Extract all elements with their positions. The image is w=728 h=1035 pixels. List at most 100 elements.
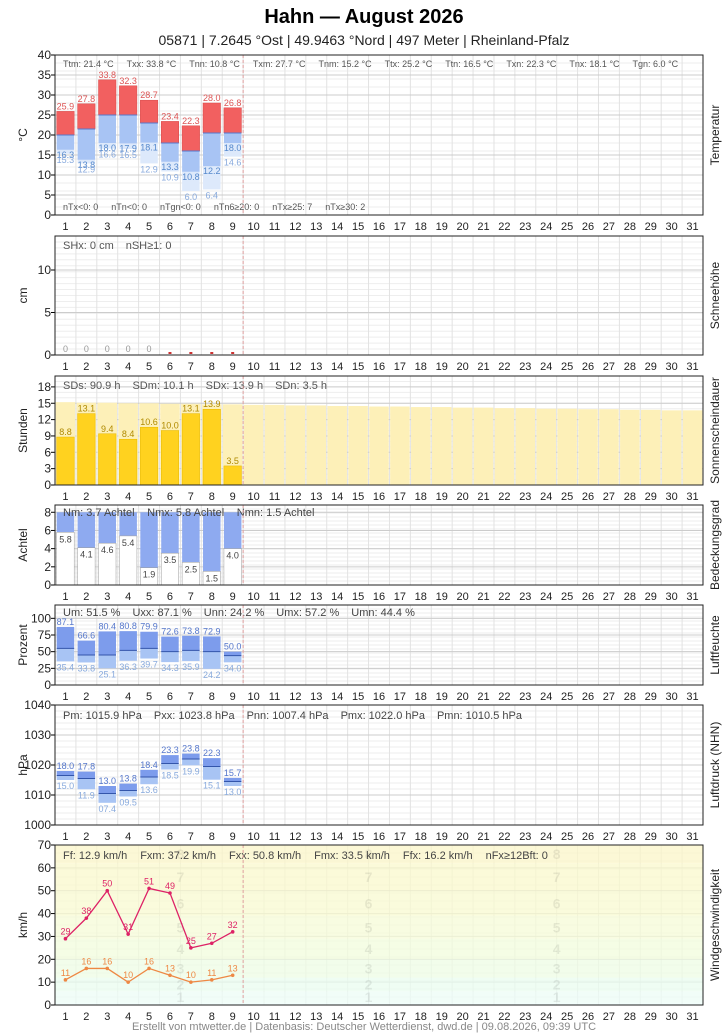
pressure-min-bar (98, 793, 117, 803)
humidity-max-label: 66.6 (78, 631, 96, 641)
footer-credit: Erstellt von mtwetter.de | Datenbasis: D… (131, 1021, 597, 1033)
x-tick-label: 6 (167, 831, 173, 843)
x-tick-label: 15 (352, 491, 364, 503)
snow-marker (189, 352, 193, 354)
x-tick-label: 29 (645, 491, 657, 503)
x-tick-label: 7 (188, 691, 194, 703)
x-tick-label: 21 (477, 361, 489, 373)
cloud-cover-bar (77, 512, 96, 548)
y-tick-label: 6 (44, 523, 51, 537)
y-axis-label: Prozent (16, 624, 30, 666)
beaufort-number: 8 (365, 846, 373, 862)
pressure-max-label: 23.8 (182, 744, 200, 754)
tmax-bar (98, 79, 117, 116)
plot-border (54, 54, 704, 216)
tmax-label: 22.3 (182, 116, 200, 126)
x-tick-label: 2 (83, 1011, 89, 1023)
y-tick-label: 0 (44, 208, 51, 222)
x-tick-label: 3 (104, 591, 110, 603)
wind-label: 29 (60, 927, 70, 937)
wind-point (209, 978, 214, 982)
cloud-stat: Nmn: 1.5 Achtel (237, 507, 315, 519)
humidity-stat: Uxx: 87.1 % (132, 607, 192, 619)
x-tick-label: 19 (436, 1011, 448, 1023)
cloud-cover-label: 1.9 (143, 570, 156, 580)
possible-sunshine-bar (369, 406, 389, 485)
beaufort-number: 4 (177, 941, 185, 957)
y-tick-label: 20 (38, 128, 52, 142)
y-tick-label: 70 (38, 838, 52, 852)
possible-sunshine-bar (327, 405, 347, 485)
snow-label: 0 (84, 344, 89, 354)
tmax-label: 26.8 (224, 98, 242, 108)
x-tick-label: 22 (498, 361, 510, 373)
x-tick-label: 7 (188, 221, 194, 233)
tmax-bar (202, 102, 221, 134)
tmin-bar (203, 133, 221, 167)
x-tick-label: 17 (394, 831, 406, 843)
tmin-label: 13.3 (161, 162, 179, 172)
x-tick-label: 25 (561, 691, 573, 703)
plot-border (54, 375, 704, 486)
pressure-stat: Pnn: 1007.4 hPa (247, 710, 330, 722)
y-tick-label: 10 (38, 168, 52, 182)
tmax-label: 28.0 (203, 93, 221, 103)
wind-point (126, 980, 130, 984)
x-tick-label: 9 (230, 1011, 236, 1023)
snow-marker (231, 352, 235, 354)
x-tick-label: 18 (415, 491, 427, 503)
tmax-label: 33.8 (98, 70, 116, 80)
x-tick-label: 10 (247, 831, 259, 843)
y-tick-label: 40 (38, 907, 52, 921)
humidity-min-label: 34.3 (161, 663, 179, 673)
x-tick-label: 21 (477, 591, 489, 603)
temp-stat: Txn: 22.3 °C (506, 59, 557, 69)
x-tick-label: 31 (686, 831, 698, 843)
tground-label: 6.0 (185, 192, 198, 202)
y-tick-label: 40 (38, 48, 52, 62)
humidity-min-bar (223, 655, 242, 663)
x-tick-label: 20 (456, 361, 468, 373)
tmin-label: 16.3 (57, 150, 75, 160)
x-tick-label: 11 (269, 1011, 280, 1023)
tmin-bar (223, 133, 242, 143)
beaufort-number: 5 (365, 919, 373, 935)
x-tick-label: 1 (62, 221, 68, 233)
sunshine-label: 9.4 (101, 424, 114, 434)
beaufort-band (55, 977, 703, 992)
pressure-max-label: 17.8 (78, 762, 96, 772)
pressure-stat: Pxx: 1023.8 hPa (154, 710, 236, 722)
x-tick-label: 2 (83, 361, 89, 373)
x-tick-label: 1 (62, 831, 68, 843)
pressure-min-label: 07.4 (98, 804, 116, 814)
x-tick-label: 2 (83, 221, 89, 233)
pressure-stat: Pmn: 1010.5 hPa (437, 710, 523, 722)
cloud-stat: Nm: 3.7 Achtel (63, 507, 135, 519)
x-tick-label: 18 (415, 591, 427, 603)
tmax-label: 25.9 (57, 101, 75, 111)
x-tick-label: 24 (540, 591, 552, 603)
beaufort-number: 7 (365, 869, 373, 885)
beaufort-number: 7 (177, 869, 185, 885)
wind-point (147, 966, 151, 971)
tground-label: 12.9 (78, 164, 96, 174)
cloud-cover-bar (223, 512, 242, 549)
humidity-max-bar (140, 631, 158, 649)
x-tick-label: 2 (83, 491, 89, 503)
x-tick-label: 26 (582, 591, 594, 603)
beaufort-band (55, 890, 703, 916)
y-tick-label: 0 (44, 478, 51, 492)
x-tick-label: 7 (188, 361, 194, 373)
x-tick-label: 4 (125, 1011, 131, 1023)
x-tick-label: 24 (540, 221, 552, 233)
x-tick-label: 21 (477, 1011, 489, 1023)
pressure-stat: Pm: 1015.9 hPa (63, 710, 143, 722)
x-tick-label: 28 (624, 831, 636, 843)
y-axis-label: hPa (16, 754, 30, 776)
beaufort-number: 1 (365, 989, 373, 1005)
y-tick-label: 10 (38, 975, 52, 989)
x-tick-label: 27 (603, 691, 615, 703)
humidity-min-bar (182, 650, 200, 662)
side-label: Sonnenscheindauer (708, 377, 722, 484)
pressure-stat: Pmx: 1022.0 hPa (341, 710, 426, 722)
